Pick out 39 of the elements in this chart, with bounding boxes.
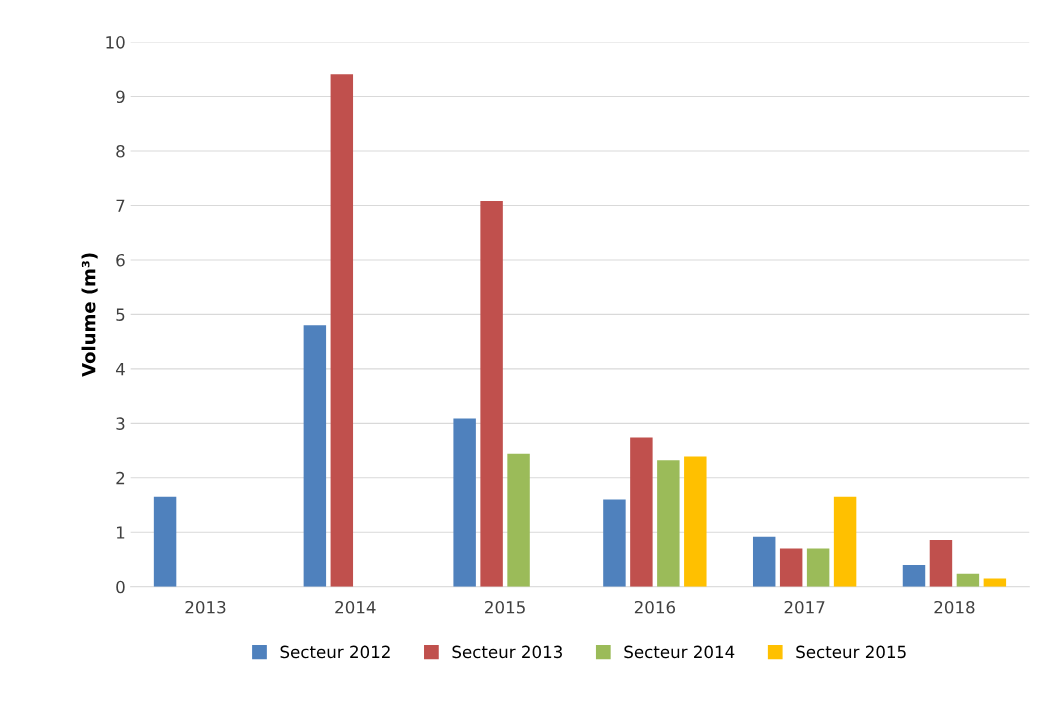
bar [507,453,530,587]
y-tick-label: 2 [116,471,125,485]
y-tick-label: 5 [116,308,125,321]
legend-label: Secteur 2015 [796,645,906,659]
bar [480,201,503,587]
x-tick-label: 2014 [335,600,376,614]
bar [684,456,707,587]
bar [153,496,177,587]
x-tick-label: 2015 [485,600,525,614]
bar [833,496,857,587]
bar [657,460,680,587]
y-axis-title: Volume (m³) [81,253,98,377]
legend-label: Secteur 2014 [624,645,735,659]
bar [603,499,626,587]
y-tick-label: 1 [116,526,125,539]
y-tick-label: 3 [116,417,125,430]
y-tick-label: 7 [116,199,125,212]
x-tick-label: 2016 [634,600,676,614]
bar [453,418,476,587]
bar [956,573,980,587]
bar [806,548,830,587]
bar [929,539,953,587]
legend-label: Secteur 2013 [452,645,562,659]
bar [902,564,926,587]
x-tick-label: 2013 [185,600,226,614]
x-tick-label: 2017 [784,600,825,614]
y-tick-label: 9 [116,90,125,104]
y-tick-label: 8 [116,144,125,158]
bar [752,536,776,587]
x-tick-label: 2018 [934,600,975,614]
y-tick-label: 0 [116,580,125,594]
bar [630,437,653,587]
legend-label: Secteur 2012 [280,645,390,659]
y-tick-label: 10 [106,36,125,49]
bar [330,74,354,587]
bar [303,325,327,587]
bar [779,548,803,587]
y-tick-label: 4 [115,363,125,376]
y-tick-label: 6 [116,253,125,267]
